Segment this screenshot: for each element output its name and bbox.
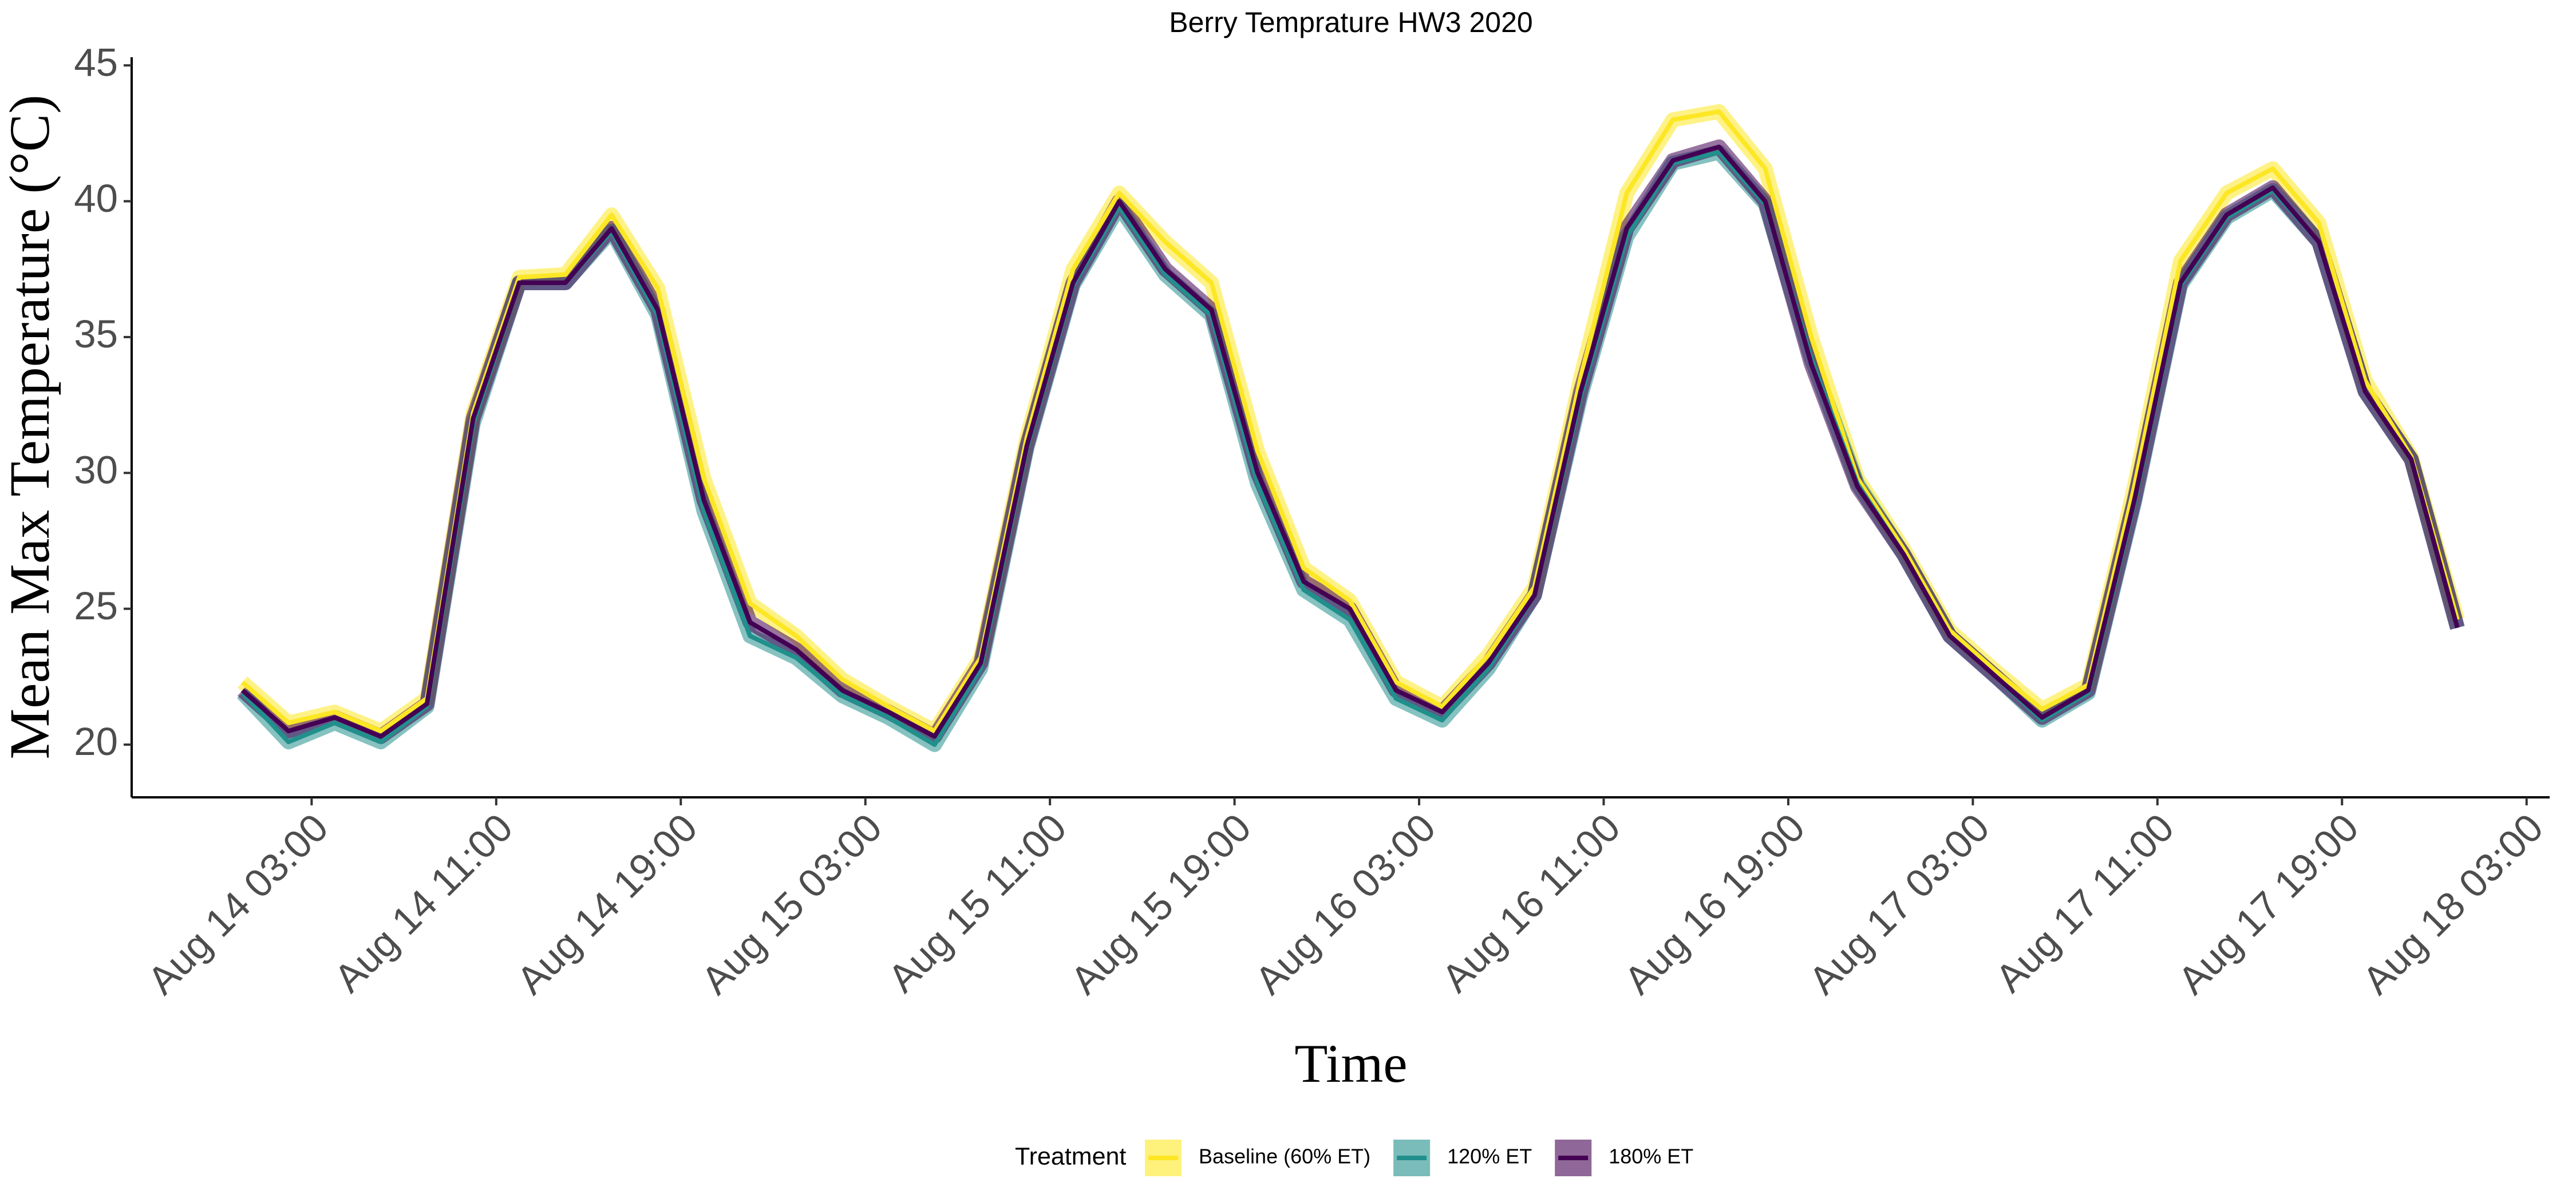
- y-tick-label: 20: [74, 719, 118, 764]
- x-tick-label: Aug 15 19:00: [1062, 805, 1259, 1003]
- x-tick-label: Aug 16 03:00: [1247, 805, 1444, 1003]
- y-tick-label: 40: [74, 176, 118, 220]
- x-tick-label: Aug 18 03:00: [2354, 805, 2551, 1003]
- y-tick-label: 30: [74, 448, 118, 492]
- y-tick-label: 45: [74, 40, 118, 84]
- legend: Treatment Baseline (60% ET) 120% ET 180% E…: [1015, 1140, 1693, 1176]
- x-tick-label: Aug 14 19:00: [508, 805, 706, 1003]
- chart-title: Berry Temprature HW3 2020: [1169, 6, 1532, 38]
- x-tick-label: Aug 16 19:00: [1616, 805, 1814, 1003]
- x-tick-label: Aug 14 11:00: [326, 805, 521, 1001]
- y-tick-label: 35: [74, 312, 118, 356]
- legend-label: 120% ET: [1447, 1145, 1532, 1168]
- series-band: [237, 139, 2465, 744]
- x-tick-label: Aug 16 11:00: [1433, 805, 1629, 1001]
- y-axis-title: Mean Max Temperature (°C): [0, 94, 61, 759]
- series-line: [240, 150, 2460, 747]
- x-tick-label: Aug 14 03:00: [139, 805, 337, 1003]
- x-tick-label: Aug 15 03:00: [693, 805, 890, 1003]
- x-axis-title: Time: [1294, 1033, 1407, 1094]
- series-band: [237, 104, 2465, 739]
- x-tick-label: Aug 17 03:00: [1800, 805, 1998, 1003]
- series-line: [240, 144, 2460, 739]
- x-tick-label: Aug 15 11:00: [880, 805, 1075, 1001]
- legend-title: Treatment: [1015, 1142, 1126, 1170]
- x-tick-label: Aug 17 11:00: [1987, 805, 2182, 1001]
- series-line: [240, 109, 2460, 734]
- series-band: [237, 145, 2465, 752]
- legend-label: 180% ET: [1609, 1145, 1693, 1168]
- legend-label: Baseline (60% ET): [1199, 1145, 1370, 1168]
- y-tick-label: 25: [74, 584, 118, 628]
- x-tick-label: Aug 17 19:00: [2170, 805, 2367, 1003]
